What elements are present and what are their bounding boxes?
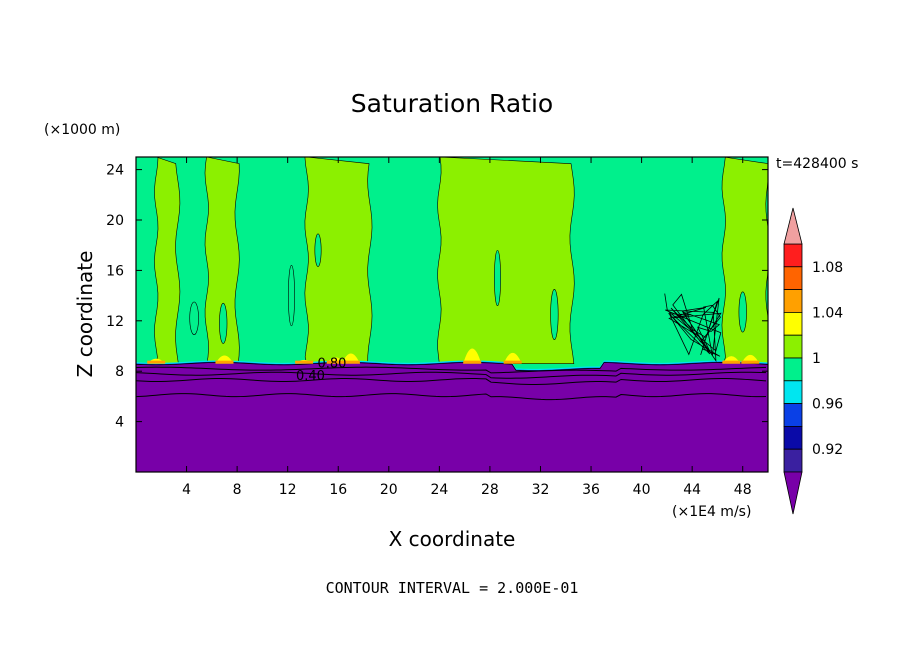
field-island: [551, 289, 559, 339]
x-tick-label: 8: [233, 482, 242, 498]
colorbar-segment: [784, 312, 802, 335]
y-tick-label: 4: [115, 415, 124, 431]
field-saturated-base: [463, 361, 481, 364]
y-tick-label: 24: [106, 163, 124, 179]
contour-label: 0.40: [296, 369, 325, 384]
x-tick-label: 32: [532, 482, 550, 498]
field-island: [739, 292, 747, 332]
field-island: [190, 302, 199, 335]
field-saturated-base: [215, 361, 233, 364]
colorbar-label: 0.92: [812, 442, 843, 458]
saturation-ratio-chart: Saturation Ratio (×1000 m) t=428400 s 0.…: [0, 0, 904, 654]
y-tick-label: 8: [115, 364, 124, 380]
colorbar-segment: [784, 426, 802, 449]
time-label: t=428400 s: [776, 156, 858, 172]
y-tick-label: 16: [106, 263, 124, 279]
field-saturated-base: [741, 361, 759, 364]
x-tick-label: 20: [380, 482, 398, 498]
y-axis-label: Z coordinate: [73, 251, 97, 378]
colorbar-segment: [784, 358, 802, 381]
colorbar-segment: [784, 244, 802, 267]
x-axis-unit: (×1E4 m/s): [672, 504, 751, 520]
x-tick-label: 40: [633, 482, 651, 498]
colorbar-label: 1.08: [812, 260, 843, 276]
colorbar-label: 1: [812, 351, 821, 367]
field-saturated-base: [147, 361, 165, 364]
x-tick-label: 44: [683, 482, 701, 498]
x-tick-label: 36: [582, 482, 600, 498]
colorbar: 0.92 0.96 1 1.04 1.08: [784, 208, 843, 514]
colorbar-segment: [784, 335, 802, 358]
field-column: [305, 157, 372, 364]
chart-title: Saturation Ratio: [351, 89, 553, 118]
colorbar-segment: [784, 449, 802, 472]
x-tick-label: 16: [329, 482, 347, 498]
x-tick-label: 24: [430, 482, 448, 498]
x-tick-label: 12: [279, 482, 297, 498]
colorbar-segment: [784, 267, 802, 290]
colorbar-label: 0.96: [812, 397, 843, 413]
field-saturated-base: [295, 361, 313, 364]
field-island: [315, 234, 321, 267]
x-tick-label: 4: [182, 482, 191, 498]
field-island: [219, 303, 227, 343]
y-tick-label: 12: [106, 314, 124, 330]
field-saturated-base: [722, 361, 740, 364]
field-island: [288, 265, 294, 325]
field-island: [494, 250, 500, 305]
x-tick-label: 48: [734, 482, 752, 498]
colorbar-segment: [784, 404, 802, 427]
field-column: [722, 157, 768, 364]
colorbar-over-arrow: [784, 208, 802, 244]
colorbar-label: 1.04: [812, 305, 843, 321]
plot-area: [136, 157, 768, 472]
y-tick-label: 20: [106, 213, 124, 229]
x-tick-label: 28: [481, 482, 499, 498]
colorbar-segment: [784, 381, 802, 404]
colorbar-under-arrow: [784, 472, 802, 514]
y-axis-unit: (×1000 m): [44, 122, 120, 138]
colorbar-segment: [784, 290, 802, 313]
contour-interval-note: CONTOUR INTERVAL = 2.000E-01: [326, 579, 579, 597]
x-axis-label: X coordinate: [389, 527, 516, 551]
field-saturated-base: [504, 361, 522, 364]
